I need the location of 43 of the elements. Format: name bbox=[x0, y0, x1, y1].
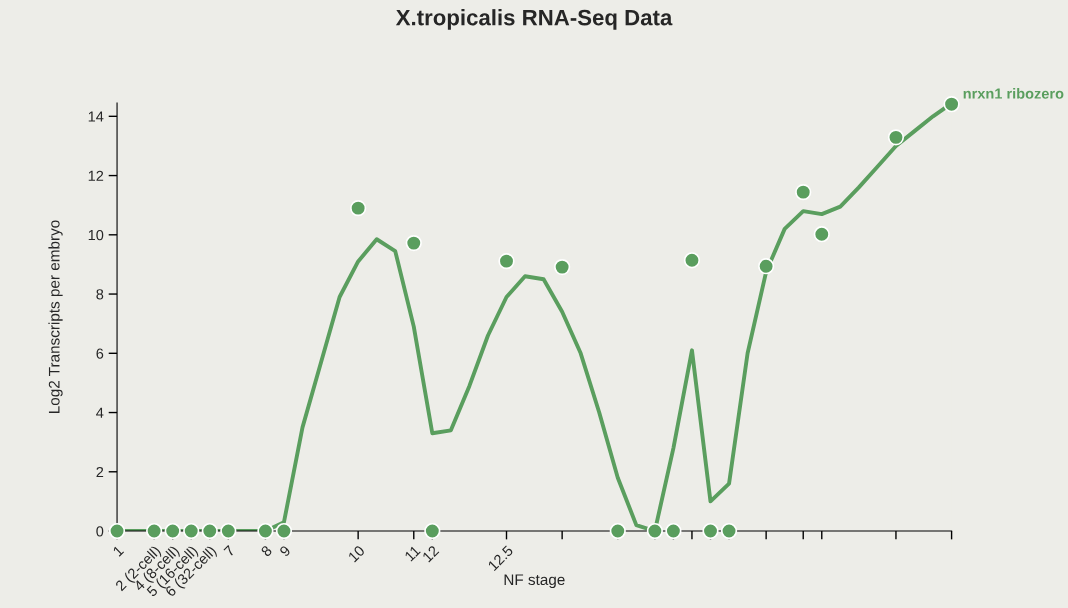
point bbox=[720, 522, 738, 540]
point bbox=[813, 226, 830, 243]
y-tick-label: 12 bbox=[88, 170, 104, 181]
point bbox=[424, 522, 441, 540]
y-axis-title: Log2 Transcripts per embryo bbox=[48, 220, 63, 413]
point bbox=[887, 129, 905, 146]
x-tick-label: 7 bbox=[223, 545, 236, 557]
point bbox=[350, 200, 367, 217]
x-tick-label: 11 bbox=[404, 545, 421, 562]
point bbox=[146, 522, 163, 540]
y-tick-label: 10 bbox=[88, 229, 104, 241]
y-tick-label: 8 bbox=[96, 289, 104, 300]
x-tick-label: 10 bbox=[347, 544, 366, 563]
x-axis-title: NF stage bbox=[504, 574, 565, 589]
y-tick-label: 2 bbox=[96, 466, 104, 478]
series-label: nrxn1 ribozero bbox=[963, 88, 1064, 99]
point bbox=[702, 522, 719, 540]
x-tick-label: 8 bbox=[260, 544, 273, 558]
point bbox=[498, 253, 515, 270]
y-tick-label: 14 bbox=[88, 111, 104, 122]
point bbox=[257, 522, 274, 540]
chart-title: X.tropicalis RNA-Seq Data bbox=[395, 9, 673, 30]
point bbox=[665, 522, 682, 540]
point bbox=[795, 184, 812, 201]
x-tick-label: 12 bbox=[421, 545, 440, 563]
point bbox=[201, 522, 218, 540]
point bbox=[220, 522, 237, 540]
y-tick-label: 4 bbox=[96, 407, 104, 418]
x-tick-label: 1 bbox=[112, 545, 125, 557]
point bbox=[683, 252, 701, 269]
point bbox=[554, 258, 571, 276]
point bbox=[275, 522, 293, 540]
x-tick-label: 9 bbox=[278, 544, 292, 558]
point bbox=[108, 522, 126, 540]
point bbox=[164, 522, 181, 540]
y-tick-label: 0 bbox=[96, 526, 104, 537]
point bbox=[405, 234, 422, 252]
point bbox=[758, 258, 775, 275]
point bbox=[609, 522, 626, 540]
y-tick-label: 6 bbox=[96, 348, 104, 359]
point bbox=[943, 96, 960, 113]
point bbox=[646, 522, 663, 540]
point bbox=[183, 522, 200, 540]
